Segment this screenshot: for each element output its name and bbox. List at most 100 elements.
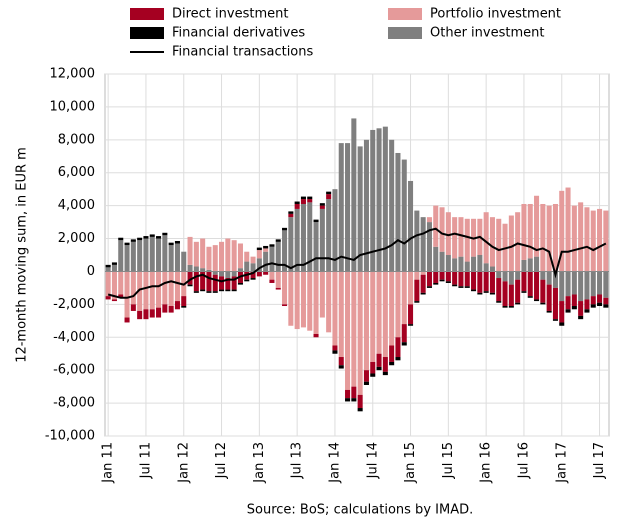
bar-segment: [332, 345, 338, 351]
x-tick-label: Jan 14: [327, 442, 342, 484]
bar-segment: [130, 271, 136, 305]
bar-segment: [552, 319, 558, 321]
bar-segment: [546, 310, 552, 313]
bar-segment: [603, 297, 609, 305]
bar-segment: [326, 194, 332, 200]
bar-segment: [288, 271, 294, 326]
bar-segment: [219, 241, 225, 272]
bar-segment: [433, 246, 439, 272]
bar-segment: [578, 301, 584, 316]
bar-segment: [590, 271, 596, 297]
bar-segment: [319, 205, 325, 209]
bar-segment: [489, 217, 495, 267]
legend-label: Financial transactions: [172, 45, 313, 60]
bar-segment: [458, 217, 464, 257]
bar-segment: [143, 309, 149, 320]
legend-swatch: [388, 8, 422, 20]
bar-segment: [515, 212, 521, 272]
bar-segment: [288, 217, 294, 272]
bar-segment: [464, 271, 470, 287]
bar-segment: [363, 370, 369, 382]
bar-segment: [345, 143, 351, 272]
bar-segment: [584, 207, 590, 272]
plot-area: [104, 73, 610, 437]
bar-segment: [206, 271, 212, 292]
bar-segment: [540, 271, 546, 280]
bar-segment: [338, 271, 344, 358]
bar-segment: [118, 294, 124, 298]
bar-segment: [464, 218, 470, 262]
bar-segment: [477, 271, 483, 293]
bar-segment: [168, 306, 174, 313]
bar-segment: [307, 271, 313, 331]
bar-segment: [489, 271, 495, 293]
bar-segment: [597, 302, 603, 307]
bar-segment: [326, 191, 332, 195]
bar-segment: [389, 361, 395, 366]
bar-segment: [269, 246, 275, 272]
bar-segment: [307, 196, 313, 200]
bar-segment: [219, 271, 225, 277]
bar-segment: [137, 237, 143, 241]
bar-segment: [420, 271, 426, 275]
bar-segment: [395, 337, 401, 358]
bar-segment: [156, 271, 162, 308]
bar-segment: [250, 271, 256, 279]
bar-segment: [351, 386, 357, 399]
bar-segment: [357, 146, 363, 272]
bar-segment: [225, 289, 231, 292]
bar-segment: [282, 230, 288, 272]
bar-segment: [219, 289, 225, 292]
legend-label: Portfolio investment: [430, 7, 561, 22]
bar-segment: [527, 271, 533, 297]
x-tick-label: Jan 15: [403, 442, 418, 484]
bar-segment: [515, 279, 521, 303]
bar-segment: [231, 271, 237, 277]
bar-segment: [130, 241, 136, 272]
x-tick-label: Jul 16: [516, 442, 531, 479]
bar-segment: [496, 271, 502, 279]
bar-segment: [174, 301, 180, 310]
bar-segment: [408, 271, 414, 305]
bar-segment: [269, 244, 275, 247]
x-tick-label: Jan 17: [554, 442, 569, 484]
bar-segment: [477, 255, 483, 272]
bar-segment: [540, 279, 546, 303]
bar-segment: [420, 274, 426, 293]
bar-segment: [313, 333, 319, 338]
bar-segment: [445, 271, 451, 282]
bar-segment: [162, 304, 168, 313]
bar-segment: [263, 245, 269, 249]
x-tick-label: Jul 11: [138, 442, 153, 479]
bar-segment: [338, 143, 344, 272]
bar-segment: [559, 190, 565, 272]
bar-segment: [307, 199, 313, 203]
bar-segment: [571, 294, 577, 307]
x-tick-label: Jul 17: [592, 442, 607, 479]
bar-segment: [508, 306, 514, 308]
bar-segment: [118, 237, 124, 241]
bar-segment: [578, 271, 584, 302]
x-tick-label: Jul 15: [441, 442, 456, 479]
source: Source: BoS; calculations by IMAD.: [247, 503, 473, 518]
y-axis-title: 12-month moving sum, in EUR m: [15, 147, 30, 363]
bar-segment: [382, 271, 388, 358]
bar-segment: [584, 309, 590, 313]
line: [107, 227, 607, 299]
bar-segment: [515, 302, 521, 305]
bar-segment: [149, 236, 155, 272]
bar-segment: [313, 219, 319, 223]
bar-segment: [376, 271, 382, 354]
bar-segment: [212, 274, 218, 292]
bar-segment: [483, 212, 489, 264]
bar-segment: [565, 309, 571, 313]
bar-segment: [206, 246, 212, 270]
bar-segment: [496, 301, 502, 303]
bar-segment: [237, 268, 243, 272]
bar-segment: [363, 271, 369, 371]
legend-swatch: [388, 27, 422, 39]
bar-segment: [521, 203, 527, 260]
bar-segment: [244, 279, 250, 282]
bar-segment: [408, 304, 414, 325]
bar-segment: [300, 196, 306, 200]
